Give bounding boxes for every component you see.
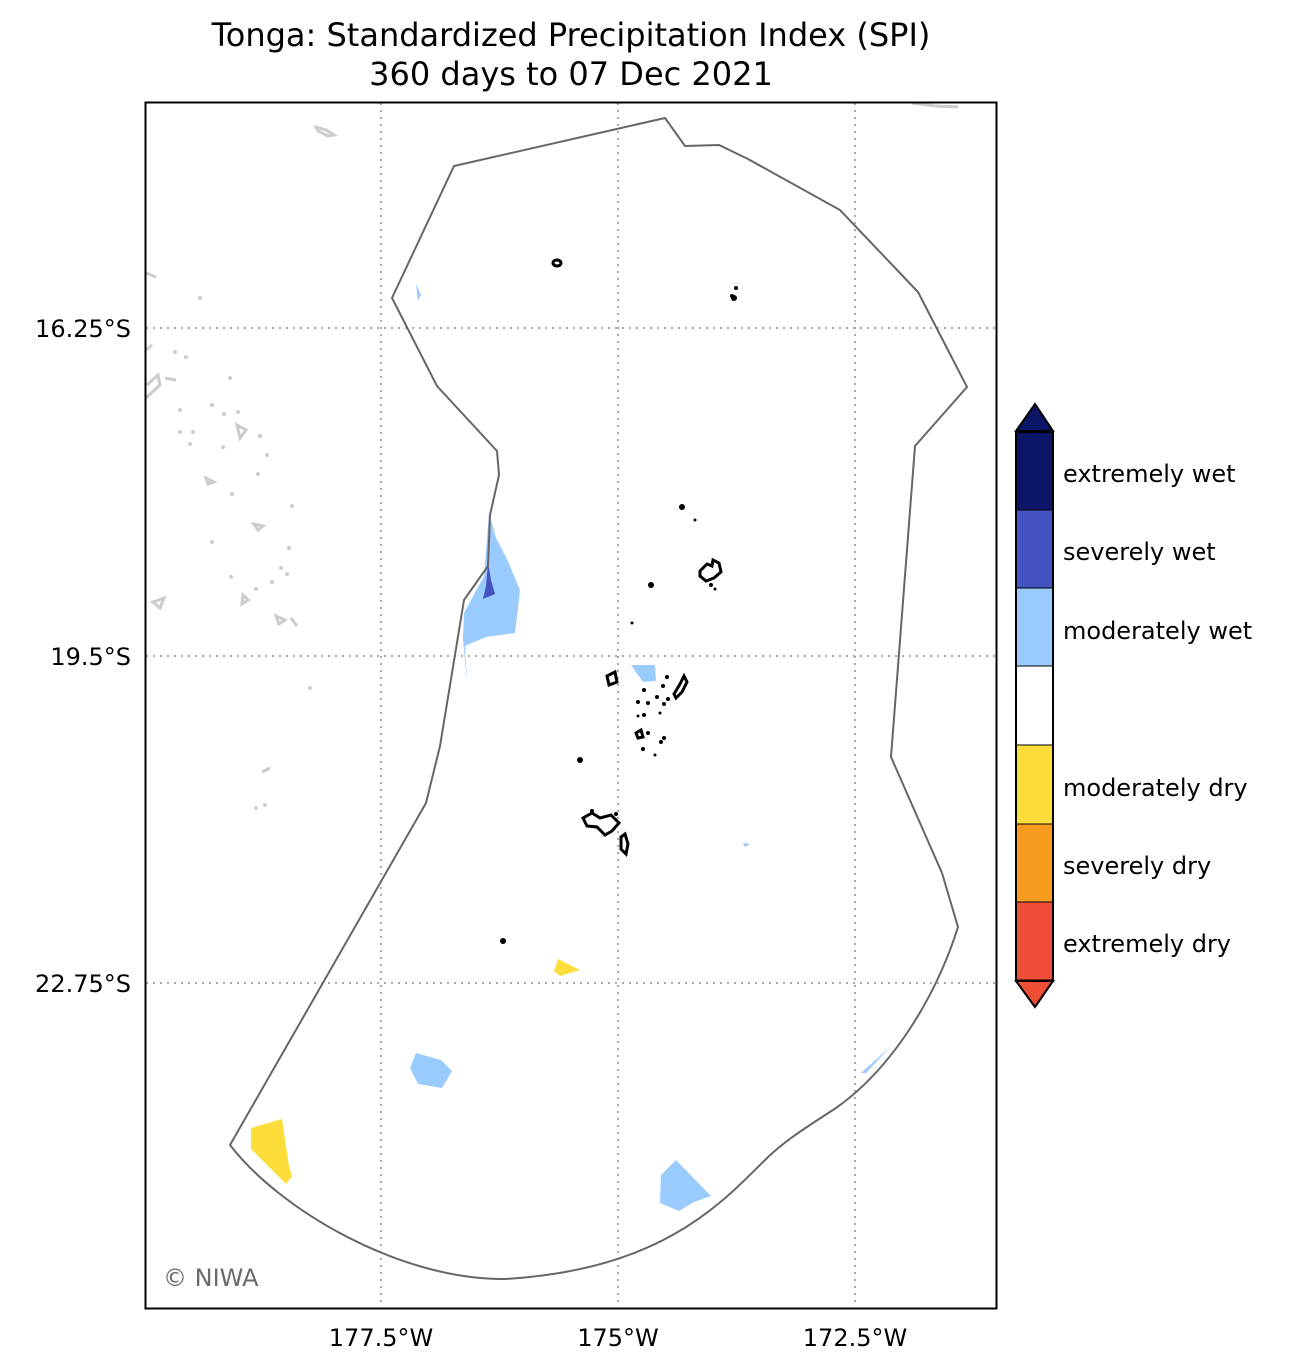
region-severely-wet [483, 562, 495, 599]
neighbour-island [273, 613, 299, 627]
island-eua-chain [634, 727, 645, 740]
eez-boundary [228, 116, 969, 1281]
map-title: Tonga: Standardized Precipitation Index … [211, 16, 931, 54]
neighbour-island [250, 521, 267, 533]
colorbar-label-moderately-dry: moderately dry [1063, 774, 1248, 802]
colorbar: extremely wet severely wet moderately we… [1014, 402, 1252, 1009]
neighbour-island [261, 766, 271, 774]
colorbar-outline [1015, 431, 1054, 982]
neighbour-islets [173, 296, 312, 810]
colorbar-label-extremely-dry: extremely dry [1063, 930, 1231, 958]
region-moderately-wet [743, 843, 750, 847]
region-moderately-wet [631, 665, 656, 682]
neighbour-island [911, 101, 959, 109]
colorbar-label-extremely-wet: extremely wet [1063, 460, 1236, 488]
lon-tick-label: 172.5°W [803, 1324, 907, 1352]
colorbar-label-severely-wet: severely wet [1063, 538, 1216, 566]
lat-tick-label: 22.75°S [35, 970, 131, 998]
neighbour-island [234, 422, 249, 442]
region-moderately-wet [410, 1053, 452, 1088]
colorbar-swatch [1015, 823, 1054, 903]
colorbar-swatch [1015, 901, 1054, 981]
neighbour-island [240, 591, 251, 608]
colorbar-swatch [1015, 431, 1054, 511]
neighbour-island [145, 271, 157, 279]
tonga-islands [551, 258, 723, 858]
island-tongatapu [581, 811, 622, 837]
region-moderately-wet [416, 284, 421, 301]
lat-tick-label: 16.25°S [35, 315, 131, 343]
colorbar-swatch [1015, 509, 1054, 589]
map-frame [144, 101, 998, 1310]
colorbar-swatch [1015, 744, 1054, 825]
spi-regions [251, 284, 890, 1211]
island-eua [619, 831, 630, 858]
neighbour-island [313, 124, 339, 138]
region-moderately-dry [554, 959, 580, 976]
region-moderately-wet [660, 1160, 711, 1211]
tonga-islets [500, 286, 738, 944]
colorbar-extend-dry-arrow [1014, 980, 1055, 1009]
region-moderately-wet [463, 513, 520, 681]
credit-label: © NIWA [163, 1264, 259, 1292]
neighbour-island [150, 595, 167, 611]
island-niuafoou [551, 258, 563, 268]
map-subtitle: 360 days to 07 Dec 2021 [369, 55, 773, 93]
colorbar-swatch [1015, 665, 1054, 746]
colorbar-swatch [1015, 587, 1054, 667]
colorbar-label-severely-dry: severely dry [1063, 852, 1211, 880]
neighbour-island [164, 376, 177, 382]
neighbour-island [144, 343, 162, 400]
lon-tick-label: 175°W [577, 1324, 659, 1352]
island-haapai-east [672, 672, 689, 701]
neighbour-island [203, 475, 218, 486]
lat-tick-label: 19.5°S [50, 643, 131, 671]
lon-tick-label: 177.5°W [329, 1324, 433, 1352]
neighbour-islands [144, 101, 959, 774]
colorbar-extend-wet-arrow [1014, 402, 1055, 432]
region-moderately-dry [251, 1119, 292, 1184]
colorbar-label-moderately-wet: moderately wet [1063, 617, 1252, 645]
island-lofanga [605, 669, 619, 688]
gridlines [146, 103, 996, 1307]
region-moderately-wet [861, 1047, 890, 1073]
island-vavau [698, 557, 723, 583]
